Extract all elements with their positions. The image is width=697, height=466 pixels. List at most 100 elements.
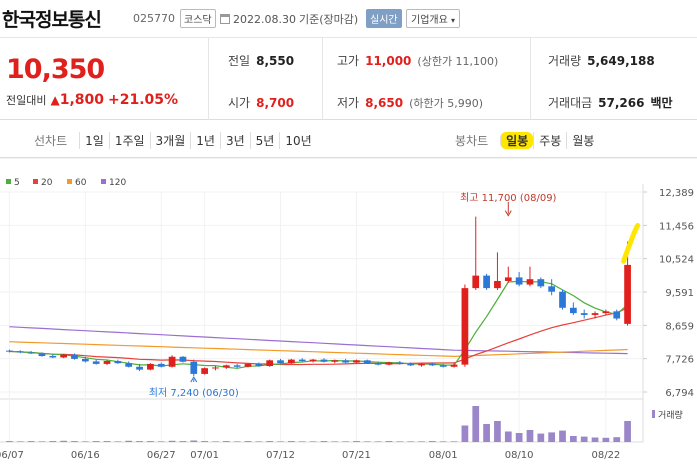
stat-high-label: 고가 bbox=[337, 54, 360, 68]
volume-bar bbox=[385, 441, 393, 442]
candle-chart-svg[interactable]: 5 20 60 120 12,389 11,456 10,524 9,591 8,659 7,72… bbox=[0, 157, 697, 466]
candle-body bbox=[580, 313, 588, 315]
calendar-icon bbox=[220, 14, 230, 24]
stat-low-label: 저가 bbox=[337, 96, 360, 110]
volume-legend-swatch bbox=[652, 410, 655, 418]
y-tick-label: 11,456 bbox=[659, 221, 694, 232]
line-chart-tabs: 선차트 1일 1주일 3개월 1년 3년 5년 10년 bbox=[34, 132, 317, 149]
stock-header: 한국정보통신 025770 코스닥 2022.08.30 기준(장마감) 실시간… bbox=[0, 0, 697, 38]
volume-bar bbox=[396, 441, 404, 442]
candle-body bbox=[591, 313, 599, 315]
tab-weekly[interactable]: 주봉 bbox=[533, 132, 566, 149]
stat-volume-value: 5,649,188 bbox=[587, 54, 655, 68]
volume-bar bbox=[374, 441, 382, 442]
candle-body bbox=[71, 354, 78, 359]
candle-body bbox=[515, 277, 523, 285]
tab-3y[interactable]: 3년 bbox=[219, 132, 250, 149]
stat-open-value: 8,700 bbox=[256, 96, 295, 110]
candle-body bbox=[179, 356, 187, 362]
tab-1d[interactable]: 1일 bbox=[79, 132, 109, 149]
tab-1w[interactable]: 1주일 bbox=[108, 132, 150, 149]
candle-body bbox=[201, 368, 208, 374]
x-tick-label: 06/07 bbox=[0, 450, 24, 461]
tab-monthly[interactable]: 월봉 bbox=[566, 132, 599, 149]
date-info: 2022.08.30 기준(장마감) bbox=[220, 11, 358, 27]
volume-bar bbox=[613, 437, 621, 442]
stock-code: 025770 bbox=[133, 12, 175, 25]
candle-body bbox=[27, 352, 35, 354]
ma20-line bbox=[9, 307, 628, 366]
candle-body bbox=[277, 360, 284, 364]
company-overview-label: 기업개요 bbox=[411, 15, 448, 26]
date-text: 2022.08.30 bbox=[233, 12, 296, 26]
volume-bar bbox=[298, 441, 306, 442]
volume-bar bbox=[222, 441, 230, 442]
volume-bar bbox=[92, 441, 100, 442]
candle-body bbox=[418, 363, 425, 366]
stat-open-label: 시가 bbox=[228, 96, 251, 110]
candle-body bbox=[136, 366, 143, 370]
realtime-button[interactable]: 실시간 bbox=[366, 9, 402, 28]
price-panel: 10,350 전일대비 ▲1,800 +21.05% 전일 8,550 고가 1… bbox=[0, 38, 697, 120]
volume-bar bbox=[27, 441, 35, 442]
candle-body bbox=[60, 354, 68, 358]
volume-bar bbox=[591, 437, 599, 442]
ma60-line bbox=[9, 341, 628, 358]
company-overview-button[interactable]: 기업개요 ▾ bbox=[406, 9, 461, 28]
volume-bar bbox=[255, 441, 263, 442]
tab-1y[interactable]: 1년 bbox=[190, 132, 220, 149]
tab-3m[interactable]: 3개월 bbox=[149, 132, 191, 149]
price-change: ▲1,800 bbox=[50, 92, 104, 108]
volume-bar bbox=[472, 406, 480, 442]
up-triangle-icon: ▲ bbox=[50, 93, 60, 107]
volume-bar bbox=[38, 441, 46, 442]
tab-10y[interactable]: 10년 bbox=[279, 132, 316, 149]
y-tick-label: 10,524 bbox=[659, 255, 694, 266]
highlight-mark bbox=[621, 223, 641, 264]
legend-label-ma120: 120 bbox=[109, 178, 126, 188]
tab-5y[interactable]: 5년 bbox=[249, 132, 280, 149]
volume-bar bbox=[16, 441, 24, 442]
volume-bar bbox=[537, 433, 545, 442]
upper-limit: (상한가 11,100) bbox=[417, 55, 499, 68]
candle-body bbox=[92, 361, 100, 364]
stat-high: 고가 11,000 (상한가 11,100) bbox=[337, 52, 498, 69]
candle-body bbox=[38, 353, 46, 357]
volume-bar bbox=[320, 441, 328, 442]
chevron-down-icon: ▾ bbox=[451, 16, 456, 25]
legend-swatch-ma20 bbox=[33, 179, 38, 184]
legend-label-ma20: 20 bbox=[41, 178, 53, 188]
candle-body bbox=[298, 359, 306, 362]
candle-body bbox=[363, 360, 371, 364]
stat-amount: 거래대금 57,266 백만 bbox=[548, 94, 673, 111]
ma5-line bbox=[9, 280, 628, 369]
y-tick-label: 8,659 bbox=[665, 321, 694, 332]
tab-daily[interactable]: 일봉 bbox=[500, 132, 534, 149]
volume-bar bbox=[136, 441, 143, 442]
volume-bar bbox=[418, 441, 425, 442]
change-row: 전일대비 ▲1,800 +21.05% bbox=[6, 92, 178, 108]
candle-chart[interactable]: 5 20 60 120 12,389 11,456 10,524 9,591 8,659 7,72… bbox=[0, 157, 697, 466]
x-tick-label: 08/01 bbox=[429, 450, 458, 461]
legend-swatch-ma60 bbox=[67, 179, 72, 184]
stat-amount-label: 거래대금 bbox=[548, 96, 593, 110]
candle-chart-tabs: 봉차트 일봉 주봉 월봉 bbox=[455, 132, 599, 149]
candle-body bbox=[331, 360, 339, 362]
candle-body bbox=[255, 363, 263, 367]
candle-body bbox=[266, 360, 274, 367]
volume-bar bbox=[580, 436, 588, 442]
high-annotation-label: 최고 11,700 (08/09) bbox=[460, 192, 556, 204]
volume-bar bbox=[515, 433, 523, 442]
volume-bar bbox=[548, 432, 556, 442]
candle-body bbox=[569, 307, 577, 314]
stat-amount-value: 57,266 bbox=[598, 96, 645, 110]
volume-bar bbox=[559, 430, 566, 442]
candle-body bbox=[168, 356, 176, 367]
candle-body bbox=[472, 275, 480, 289]
x-tick-label: 07/21 bbox=[342, 450, 371, 461]
volume-bar bbox=[179, 441, 187, 442]
volume-bar bbox=[288, 441, 295, 442]
candle-body bbox=[450, 364, 458, 367]
volume-bar bbox=[277, 441, 284, 442]
chart-tabs: 선차트 1일 1주일 3개월 1년 3년 5년 10년 봉차트 일봉 주봉 월봉 bbox=[0, 121, 697, 158]
